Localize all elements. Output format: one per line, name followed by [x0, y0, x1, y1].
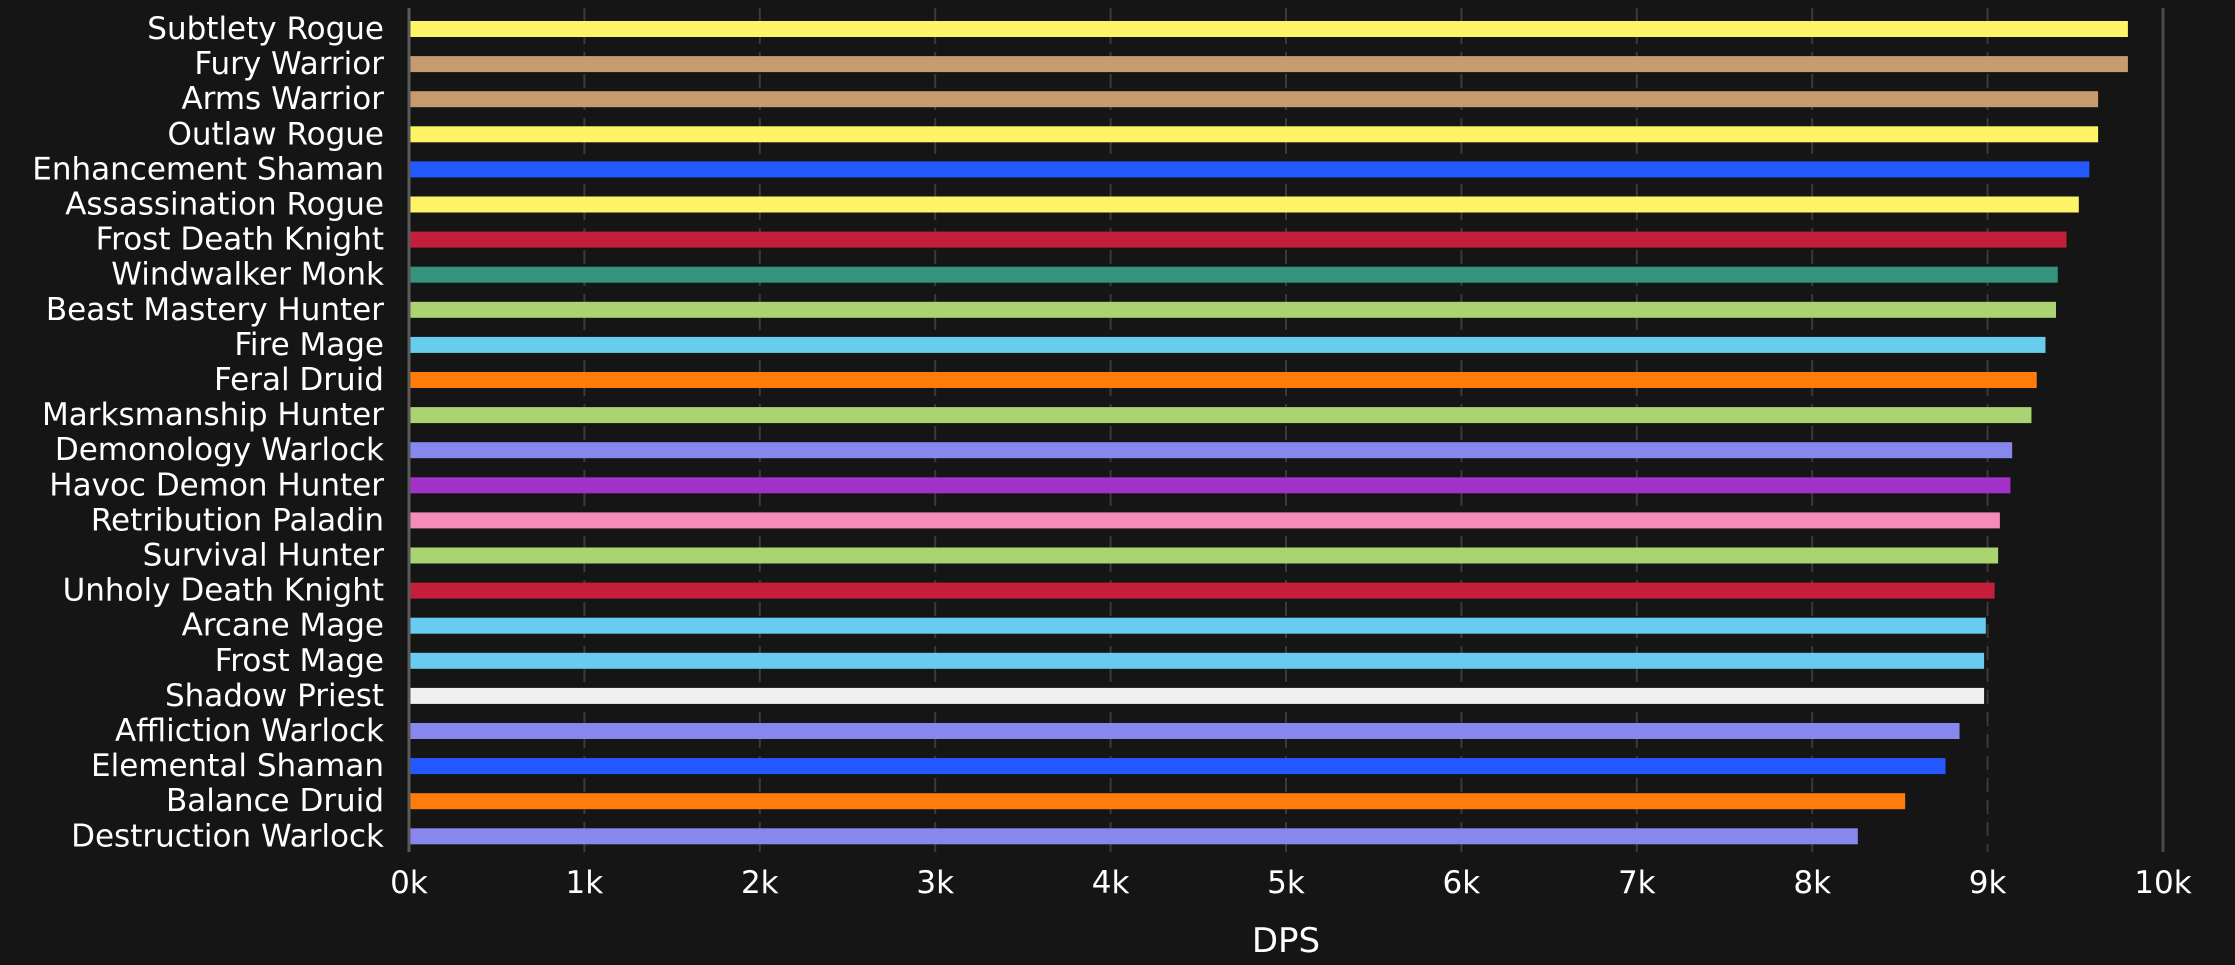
- bar-unholy-death-knight: [409, 582, 1995, 599]
- bar-retribution-paladin: [409, 512, 2000, 529]
- category-label-subtlety-rogue: Subtlety Rogue: [147, 11, 384, 47]
- category-label-arcane-mage: Arcane Mage: [182, 608, 384, 644]
- bar-balance-druid: [409, 793, 1906, 810]
- bar-subtlety-rogue: [409, 21, 2128, 37]
- bar-frost-mage: [409, 652, 1985, 669]
- category-label-shadow-priest: Shadow Priest: [165, 678, 384, 714]
- category-label-fire-mage: Fire Mage: [234, 327, 384, 363]
- category-label-feral-druid: Feral Druid: [214, 362, 384, 398]
- x-tick-label-7k: 7k: [1618, 865, 1656, 901]
- bar-fire-mage: [409, 336, 2046, 353]
- x-tick-label-0k: 0k: [390, 865, 428, 901]
- category-label-arms-warrior: Arms Warrior: [181, 81, 384, 117]
- category-label-frost-mage: Frost Mage: [215, 643, 384, 679]
- x-tick-label-2k: 2k: [741, 865, 779, 901]
- x-tick-label-1k: 1k: [566, 865, 604, 901]
- x-tick-label-5k: 5k: [1267, 865, 1305, 901]
- bar-enhancement-shaman: [409, 161, 2090, 178]
- x-tick-label-8k: 8k: [1793, 865, 1831, 901]
- bar-assassination-rogue: [409, 196, 2079, 213]
- category-label-destruction-warlock: Destruction Warlock: [71, 818, 384, 854]
- category-label-retribution-paladin: Retribution Paladin: [91, 502, 384, 538]
- x-tick-label-10k: 10k: [2134, 865, 2191, 901]
- bar-havoc-demon-hunter: [409, 477, 2011, 494]
- category-label-beast-mastery-hunter: Beast Mastery Hunter: [46, 292, 384, 328]
- category-label-frost-death-knight: Frost Death Knight: [96, 222, 384, 258]
- grid-lines: [583, 8, 2165, 852]
- bar-fury-warrior: [409, 56, 2128, 73]
- category-label-fury-warrior: Fury Warrior: [194, 46, 384, 82]
- bar-windwalker-monk: [409, 266, 2058, 283]
- x-axis-ticks: 0k 1k 2k 3k 4k 5k 6k 7k 8k 9k 10k: [390, 865, 2192, 901]
- bars: [409, 21, 2128, 845]
- bar-frost-death-knight: [409, 231, 2067, 248]
- x-axis-title: DPS: [1252, 921, 1320, 961]
- category-label-elemental-shaman: Elemental Shaman: [91, 748, 384, 784]
- bar-affliction-warlock: [409, 723, 1960, 739]
- category-label-unholy-death-knight: Unholy Death Knight: [63, 573, 384, 609]
- bar-beast-mastery-hunter: [409, 301, 2057, 318]
- category-label-outlaw-rogue: Outlaw Rogue: [167, 116, 384, 152]
- category-label-enhancement-shaman: Enhancement Shaman: [32, 151, 384, 187]
- bar-outlaw-rogue: [409, 126, 2099, 143]
- bar-survival-hunter: [409, 547, 1999, 564]
- category-label-havoc-demon-hunter: Havoc Demon Hunter: [49, 467, 384, 503]
- x-tick-label-4k: 4k: [1092, 865, 1130, 901]
- bar-shadow-priest: [409, 687, 1985, 704]
- bar-destruction-warlock: [409, 828, 1858, 845]
- category-label-affliction-warlock: Affliction Warlock: [115, 713, 384, 749]
- category-label-marksmanship-hunter: Marksmanship Hunter: [42, 397, 384, 433]
- category-label-windwalker-monk: Windwalker Monk: [111, 257, 384, 293]
- bar-demonology-warlock: [409, 442, 2013, 459]
- x-tick-label-9k: 9k: [1969, 865, 2007, 901]
- x-tick-label-6k: 6k: [1443, 865, 1481, 901]
- bar-feral-druid: [409, 372, 2037, 388]
- category-label-demonology-warlock: Demonology Warlock: [55, 432, 384, 468]
- category-label-survival-hunter: Survival Hunter: [143, 538, 385, 574]
- bar-arms-warrior: [409, 91, 2099, 108]
- bar-marksmanship-hunter: [409, 407, 2032, 424]
- category-label-balance-druid: Balance Druid: [166, 783, 384, 819]
- category-label-assassination-rogue: Assassination Rogue: [65, 187, 384, 223]
- bar-arcane-mage: [409, 617, 1986, 634]
- bar-elemental-shaman: [409, 758, 1946, 775]
- x-tick-label-3k: 3k: [916, 865, 954, 901]
